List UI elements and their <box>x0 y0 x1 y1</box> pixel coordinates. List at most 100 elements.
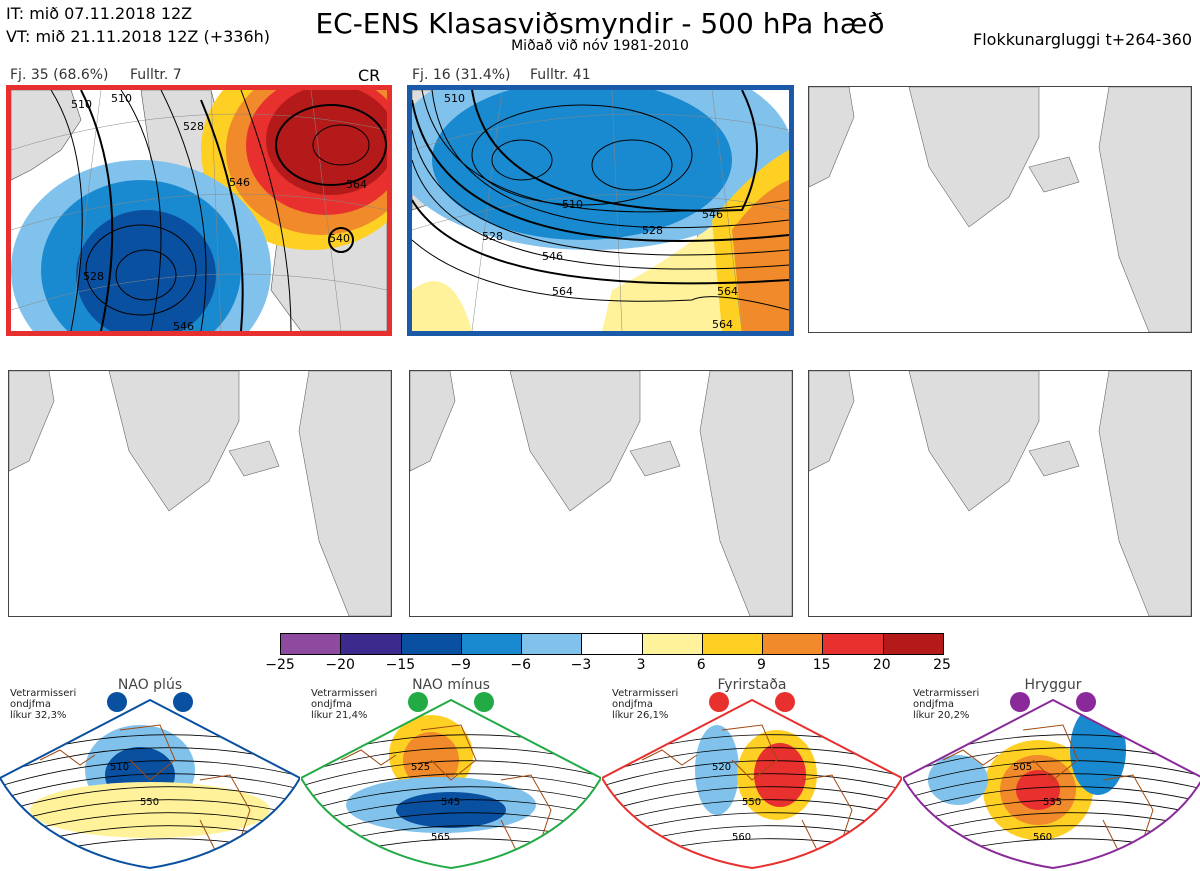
cluster-1-rep: Fulltr. 7 <box>130 67 182 83</box>
regime-contour-label: 560 <box>732 832 751 843</box>
contour-label: 510 <box>111 92 132 105</box>
cluster-1-label: Fj. 35 (68.6%) <box>10 67 109 83</box>
colorbar-tick: 20 <box>872 657 891 673</box>
regime-note-line: ondjfma <box>10 699 51 710</box>
regime-marker-dot <box>474 692 494 712</box>
colorbar-segment <box>823 634 884 654</box>
colorbar-tick: −20 <box>325 657 355 673</box>
regime-contour-label: 510 <box>110 762 129 773</box>
colorbar-tick: −25 <box>265 657 295 673</box>
regime-marker-dot <box>408 692 428 712</box>
colorbar-segment <box>763 634 824 654</box>
regime-note-line: líkur 20,2% <box>913 710 970 721</box>
regime-note-line: líkur 26,1% <box>612 710 669 721</box>
regime-name: Fyrirstaða <box>717 677 787 693</box>
colorbar-tick: −15 <box>385 657 416 673</box>
regime-name: NAO mínus <box>412 677 490 693</box>
regime-contour-label: 550 <box>742 797 761 808</box>
colorbar-tick: 25 <box>933 657 951 673</box>
contour-label: 540 <box>329 232 350 245</box>
valid-time: VT: mið 21.11.2018 12Z (+336h) <box>6 27 271 46</box>
contour-label: 510 <box>71 98 92 111</box>
initial-time: IT: mið 07.11.2018 12Z <box>6 4 193 23</box>
colorbar-tick: 3 <box>636 657 646 673</box>
colorbar-tick: 6 <box>696 657 706 673</box>
cluster-1-map: 510 510 528 546 564 528 546 540 <box>6 85 392 336</box>
contour-label: 528 <box>642 224 663 237</box>
regime-contour-label: 525 <box>411 762 430 773</box>
colorbar-segment <box>461 634 523 654</box>
cluster-2-rep: Fulltr. 41 <box>530 67 591 83</box>
contour-label: 546 <box>229 176 250 189</box>
regime-map: 520 550 560 <box>602 698 902 870</box>
colorbar-segment <box>522 634 583 654</box>
page-title: EC-ENS Klasasviðsmyndir - 500 hPa hæð <box>315 7 885 40</box>
empty-cluster-panel <box>8 370 392 617</box>
contour-label: 528 <box>83 270 104 283</box>
regime-note-line: Vetrarmisseri <box>913 688 980 699</box>
colorbar-segment <box>401 634 462 654</box>
cluster-1-tag: CR <box>358 66 381 85</box>
empty-cluster-panel <box>808 370 1192 617</box>
regime-contour-label: 560 <box>1033 832 1052 843</box>
regime-map: 525 545 565 <box>301 698 601 870</box>
regime-contour-label: 565 <box>431 832 450 843</box>
regime-note-line: ondjfma <box>311 699 352 710</box>
regime-note-line: líkur 32,3% <box>10 710 67 721</box>
colorbar-tick: −6 <box>510 657 532 673</box>
regime-name: NAO plús <box>117 677 183 693</box>
regime-marker-dot <box>173 692 193 712</box>
regime-note-line: Vetrarmisseri <box>612 688 679 699</box>
regime-contour-label: 520 <box>712 762 731 773</box>
contour-label: 510 <box>444 92 465 105</box>
colorbar-segment <box>883 634 943 654</box>
regime-note-line: Vetrarmisseri <box>10 688 77 699</box>
colorbar-segment <box>341 634 402 654</box>
regime-map: 510 550 <box>0 698 300 870</box>
anomaly-colorbar <box>280 633 944 655</box>
regime-contour-label: 550 <box>140 797 159 808</box>
regime-note-line: Vetrarmisseri <box>311 688 378 699</box>
contour-label: 564 <box>346 178 367 191</box>
regime-marker-dot <box>1076 692 1096 712</box>
contour-label: 546 <box>542 250 563 263</box>
empty-cluster-panel <box>409 370 793 617</box>
regime-note: Vetrarmisseri ondjfma líkur 26,1% <box>612 688 678 721</box>
regime-contour-label: 535 <box>1043 797 1062 808</box>
contour-label: 528 <box>482 230 503 243</box>
regime-marker-dot <box>775 692 795 712</box>
contour-label: 510 <box>562 198 583 211</box>
regime-name: Hryggur <box>1024 677 1082 693</box>
contour-label: 564 <box>552 285 573 298</box>
colorbar-segment <box>281 634 342 654</box>
colorbar-tick: 15 <box>812 657 831 673</box>
regime-note-line: ondjfma <box>612 699 653 710</box>
contour-label: 528 <box>183 120 204 133</box>
regime-contour-label: 505 <box>1013 762 1032 773</box>
contour-label: 564 <box>712 318 733 331</box>
page-subtitle: Miðað við nóv 1981-2010 <box>511 38 689 54</box>
colorbar-tick: −3 <box>570 657 592 673</box>
colorbar-segment <box>702 634 764 654</box>
regime-map: 505 535 560 <box>903 698 1200 870</box>
regime-note: Vetrarmisseri ondjfma líkur 21,4% <box>311 688 377 721</box>
colorbar-tick: −9 <box>450 657 471 673</box>
contour-label: 546 <box>173 320 194 331</box>
contour-label: 546 <box>702 208 723 221</box>
regime-contour-label: 545 <box>441 797 460 808</box>
colorbar-segment <box>642 634 703 654</box>
colorbar-tick: 9 <box>756 657 766 673</box>
empty-cluster-panel <box>808 86 1192 333</box>
cluster-2-label: Fj. 16 (31.4%) <box>412 67 511 83</box>
regime-marker-dot <box>1010 692 1030 712</box>
regime-marker-dot <box>107 692 127 712</box>
regime-note: Vetrarmisseri ondjfma líkur 32,3% <box>10 688 76 721</box>
regime-note-line: líkur 21,4% <box>311 710 368 721</box>
contour-label: 564 <box>717 285 738 298</box>
cluster-2-map: 510 528 546 564 528 546 564 564 510 <box>407 85 794 336</box>
colorbar-segment <box>582 634 643 654</box>
regime-marker-dot <box>709 692 729 712</box>
regime-note: Vetrarmisseri ondjfma líkur 20,2% <box>913 688 979 721</box>
regime-note-line: ondjfma <box>913 699 954 710</box>
classification-window: Flokkunargluggi t+264-360 <box>973 30 1192 49</box>
